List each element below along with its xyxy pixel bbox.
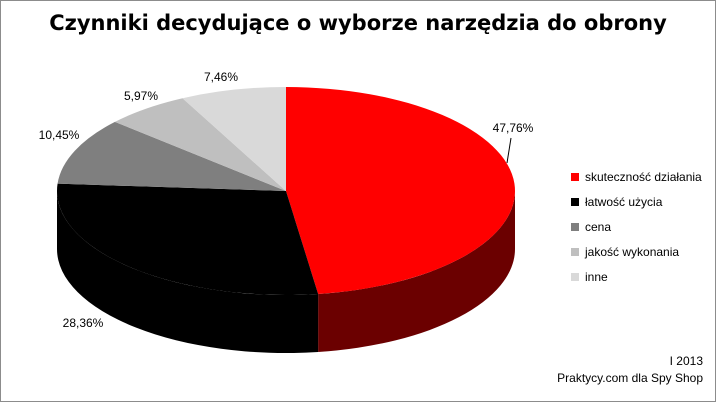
legend-label: jakość wykonania (585, 244, 680, 259)
legend: skuteczność działania łatwość użycia cen… (571, 164, 702, 289)
credit-date: I 2013 (669, 354, 703, 368)
legend-label: łatwość użycia (585, 194, 663, 209)
pie-slice-latwosc (56, 183, 319, 295)
legend-swatch (571, 222, 579, 231)
pie-slice-inne (182, 87, 286, 191)
legend-label: skuteczność działania (585, 169, 702, 184)
legend-swatch (571, 172, 579, 181)
legend-swatch (571, 197, 579, 206)
pie-side-latwosc (57, 191, 319, 353)
legend-swatch (571, 272, 579, 281)
pie-slice-cena (57, 121, 287, 191)
credit-source: Praktycy.com dla Spy Shop (557, 371, 703, 385)
leader-line-skutecznosc (506, 137, 512, 164)
chart-title: Czynniki decydujące o wyborze narzędzia … (49, 11, 667, 35)
legend-item-cena: cena (571, 214, 702, 239)
legend-item-jakosc: jakość wykonania (571, 239, 702, 264)
data-label-skutecznosc: 47,76% (493, 121, 534, 135)
data-labels: 47,76% 28,36% 10,45% 5,97% 7,46% (39, 70, 534, 330)
data-label-cena: 10,45% (39, 128, 80, 142)
pie-slices (56, 87, 515, 295)
legend-item-skutecznosc: skuteczność działania (571, 164, 702, 189)
data-label-inne: 7,46% (204, 70, 238, 84)
data-label-jakosc: 5,97% (124, 89, 158, 103)
pie-slice-skutecznosc (286, 87, 515, 294)
pie-sides (57, 191, 515, 353)
legend-swatch (571, 247, 579, 256)
credit: I 2013 Praktycy.com dla Spy Shop (557, 353, 703, 387)
legend-label: cena (585, 219, 612, 234)
legend-item-latwosc: łatwość użycia (571, 189, 702, 214)
pie-slice-jakosc (114, 98, 286, 191)
pie-side-skutecznosc (318, 191, 515, 352)
legend-item-inne: inne (571, 264, 702, 289)
legend-label: inne (585, 269, 608, 284)
data-label-latwosc: 28,36% (63, 316, 104, 330)
